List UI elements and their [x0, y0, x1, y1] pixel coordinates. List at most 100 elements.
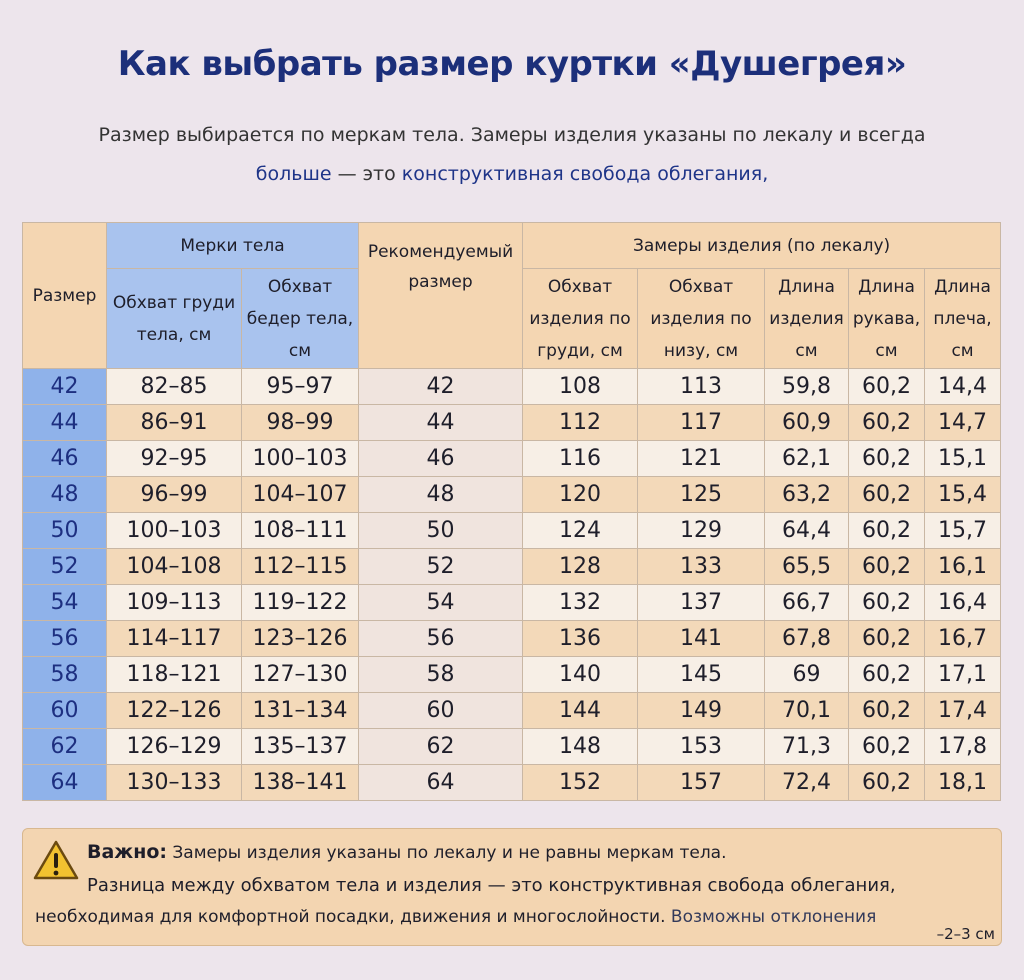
table-cell: 125: [637, 476, 766, 513]
table-cell: 124: [522, 512, 639, 549]
table-cell: 60,2: [848, 728, 926, 765]
table-row: 50 100–103 108–111 50 124 129 64,4 60,2 15,7: [22, 512, 1002, 549]
table-cell: 60,2: [848, 440, 926, 477]
table-cell: 18,1: [924, 764, 1002, 801]
table-cell: 16,4: [924, 584, 1002, 621]
table-cell: 144: [522, 692, 639, 729]
table-cell: 42: [22, 368, 107, 405]
table-cell: 130–133: [106, 764, 242, 801]
table-cell: 54: [22, 584, 107, 621]
table-cell: 64: [22, 764, 107, 801]
table-cell: 42: [358, 368, 524, 405]
table-cell: 60: [22, 692, 107, 729]
table-cell: 113: [637, 368, 766, 405]
table-cell: 133: [637, 548, 766, 585]
table-cell: 121: [637, 440, 766, 477]
text: — это: [337, 163, 396, 185]
table-cell: 148: [522, 728, 639, 765]
table-cell: 138–141: [240, 764, 360, 801]
table-cell: 96–99: [106, 476, 242, 513]
table-cell: 50: [358, 512, 524, 549]
table-cell: 136: [522, 620, 639, 657]
table-cell: 104–108: [106, 548, 242, 585]
table-cell: 149: [637, 692, 766, 729]
table-cell: 86–91: [106, 404, 242, 441]
table-cell: 70,1: [764, 692, 850, 729]
table-cell: 14,7: [924, 404, 1002, 441]
header-cell: Замеры изделия (по лекалу): [522, 222, 1002, 269]
header-cell: Обхват изделия по низу, см: [637, 268, 766, 369]
table-cell: 56: [358, 620, 524, 657]
table-cell: 100–103: [106, 512, 242, 549]
note-text: Возможны отклонения: [670, 907, 877, 927]
table-cell: 60,2: [848, 512, 926, 549]
header-cell: Длина рукава, см: [848, 268, 926, 369]
table-cell: 48: [358, 476, 524, 513]
table-cell: 60,2: [848, 548, 926, 585]
table-cell: 117: [637, 404, 766, 441]
header-cell: Мерки тела: [105, 222, 360, 269]
table-cell: 64: [358, 764, 524, 801]
table-cell: 116: [522, 440, 639, 477]
table-row: 54 109–113 119–122 54 132 137 66,7 60,2 16,4: [22, 584, 1002, 621]
table-cell: 141: [637, 620, 766, 657]
table-cell: 60,2: [848, 764, 926, 801]
table-cell: 62: [358, 728, 524, 765]
note-tolerance: –2–3 см: [936, 925, 995, 943]
table-cell: 62: [22, 728, 107, 765]
note-text: Разница между обхватом тела и изделия — …: [87, 875, 896, 896]
warning-icon: [33, 840, 79, 880]
table-cell: 123–126: [240, 620, 360, 657]
table-cell: 52: [358, 548, 524, 585]
table-row: 62 126–129 135–137 62 148 153 71,3 60,2 17,8: [22, 728, 1002, 765]
table-cell: 71,3: [764, 728, 850, 765]
highlight: больше: [255, 163, 332, 185]
table-cell: 17,4: [924, 692, 1002, 729]
table-cell: 16,1: [924, 548, 1002, 585]
table-cell: 44: [358, 404, 524, 441]
note: Важно: Замеры изделия указаны по лекалу …: [22, 828, 1002, 946]
table-cell: 56: [22, 620, 107, 657]
table-row: 42 82–85 95–97 42 108 113 59,8 60,2 14,4: [22, 368, 1002, 405]
table-cell: 140: [522, 656, 639, 693]
table-cell: 157: [637, 764, 766, 801]
table-cell: 100–103: [240, 440, 360, 477]
table-cell: 17,1: [924, 656, 1002, 693]
table-cell: 17,8: [924, 728, 1002, 765]
table-cell: 98–99: [240, 404, 360, 441]
intro-line: Размер выбирается по меркам тела. Замеры…: [98, 124, 926, 146]
table-row: 52 104–108 112–115 52 128 133 65,5 60,2 16,1: [22, 548, 1002, 585]
table-cell: 15,1: [924, 440, 1002, 477]
table-cell: 109–113: [106, 584, 242, 621]
table-cell: 60,2: [848, 476, 926, 513]
table-cell: 129: [637, 512, 766, 549]
header-cell: Размер: [22, 222, 107, 369]
table-cell: 119–122: [240, 584, 360, 621]
table-cell: 112: [522, 404, 639, 441]
table-cell: 82–85: [106, 368, 242, 405]
table-cell: 46: [22, 440, 107, 477]
table-cell: 60,2: [848, 656, 926, 693]
table-cell: 46: [358, 440, 524, 477]
table-cell: 72,4: [764, 764, 850, 801]
header-cell: Обхват груди тела, см: [106, 268, 242, 369]
note-text: необходимая для комфортной посадки, движ…: [35, 907, 876, 927]
table-cell: 145: [637, 656, 766, 693]
table-cell: 118–121: [106, 656, 242, 693]
table-cell: 67,8: [764, 620, 850, 657]
table-cell: 135–137: [240, 728, 360, 765]
intro-line: больше — это конструктивная свобода обле…: [0, 163, 1024, 185]
table-cell: 58: [358, 656, 524, 693]
table-cell: 108–111: [240, 512, 360, 549]
table-cell: 60,2: [848, 368, 926, 405]
table-row: 64 130–133 138–141 64 152 157 72,4 60,2 18,1: [22, 764, 1002, 801]
table-cell: 132: [522, 584, 639, 621]
table-cell: 60,2: [848, 584, 926, 621]
table-row: 48 96–99 104–107 48 120 125 63,2 60,2 15,4: [22, 476, 1002, 513]
table-cell: 127–130: [240, 656, 360, 693]
table-cell: 92–95: [106, 440, 242, 477]
table-cell: 14,4: [924, 368, 1002, 405]
table-row: 46 92–95 100–103 46 116 121 62,1 60,2 15,1: [22, 440, 1002, 477]
note-label: Важно:: [87, 841, 167, 863]
table-cell: 95–97: [240, 368, 360, 405]
